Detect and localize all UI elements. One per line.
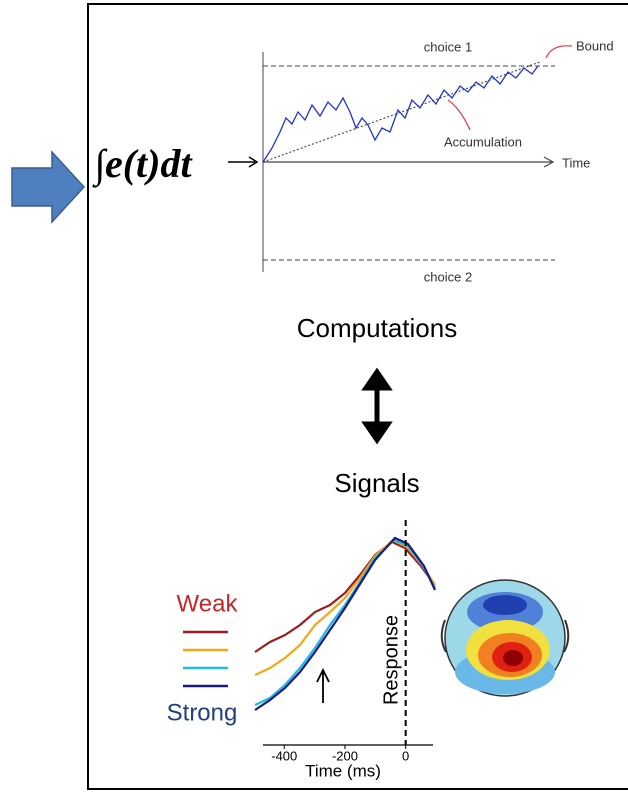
choice2-label: choice 2 (424, 269, 472, 284)
legend-weak: Weak (177, 590, 239, 617)
ddm-plot: choice 1 choice 2 Bound Accumulation Tim… (263, 38, 614, 284)
x-tick-label: 0 (402, 748, 409, 763)
bound-label: Bound (576, 38, 614, 53)
time-label: Time (562, 155, 590, 170)
onset-arrow (317, 670, 329, 703)
double-arrow (366, 372, 388, 440)
accumulation-label: Accumulation (444, 134, 522, 149)
figure: ∫e(t)dt choice 1 choice 2 Bound Accumula… (0, 0, 628, 792)
accumulation-pointer (448, 100, 470, 130)
equation: ∫e(t)dt (92, 141, 193, 188)
eq-arrow (228, 157, 257, 167)
x-tick-label: -400 (271, 748, 297, 763)
erp-trace (255, 538, 435, 710)
input-arrow (12, 152, 84, 222)
erp-trace (255, 540, 435, 705)
computations-label: Computations (297, 313, 457, 343)
signals-label: Signals (334, 468, 419, 498)
legend-strong: Strong (167, 699, 238, 726)
response-label: Response (380, 615, 402, 705)
x-axis-label: Time (ms) (305, 761, 381, 780)
bound-pointer (546, 46, 572, 58)
time-arrow (263, 157, 553, 167)
scalp-map (442, 580, 569, 696)
choice1-label: choice 1 (424, 39, 472, 54)
